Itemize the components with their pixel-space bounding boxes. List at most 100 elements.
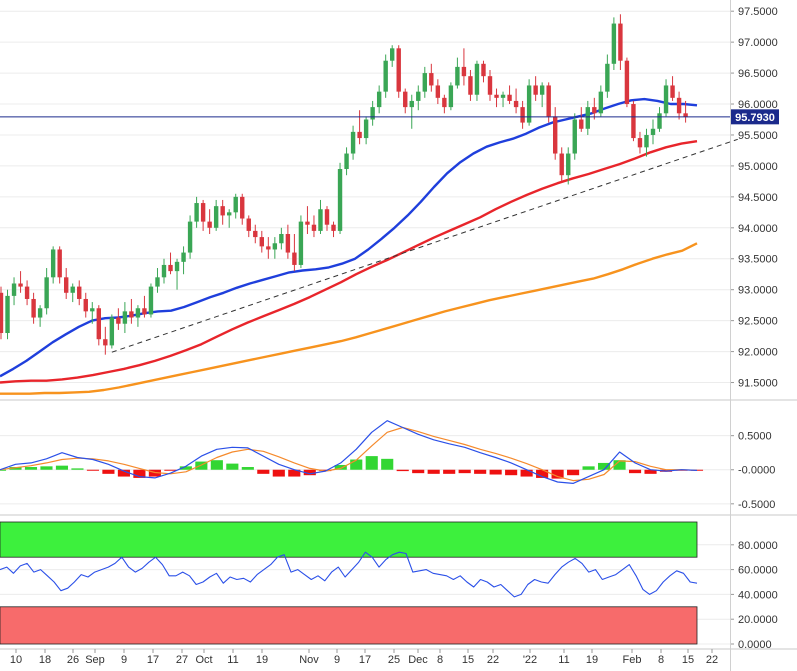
candle-body	[161, 264, 167, 278]
macd-histogram-bar	[381, 458, 394, 470]
rsi-y-axis: 80.0000 60.0000 40.0000 20.0000 0.0000	[730, 540, 778, 651]
candle	[135, 305, 141, 327]
candle	[500, 91, 506, 108]
candle	[168, 252, 173, 275]
x-tick-label: 22	[706, 654, 718, 666]
macd-histogram-bar	[102, 469, 115, 474]
macd-histogram	[0, 456, 704, 479]
macd-histogram-bar	[551, 469, 564, 479]
candle-body	[50, 249, 56, 278]
candle	[64, 268, 69, 299]
candle	[96, 305, 101, 346]
price-tick-label: 96.0000	[738, 99, 778, 111]
candle-body	[83, 298, 88, 312]
candle-body	[376, 91, 382, 108]
candle	[513, 88, 519, 114]
candle	[383, 54, 388, 98]
last-price-label: 95.7930	[735, 112, 775, 124]
candle-body	[331, 224, 336, 231]
candle	[227, 209, 232, 228]
candle-body	[585, 107, 590, 129]
candle-body	[657, 113, 662, 129]
candle	[468, 69, 473, 101]
ma-slow-path	[0, 242, 698, 395]
candle-body	[174, 261, 180, 272]
x-tick-label: Sep	[85, 654, 105, 666]
candle	[370, 100, 375, 126]
candle	[194, 196, 199, 228]
macd-histogram-bar	[133, 469, 146, 478]
candle-body	[148, 286, 154, 315]
candle	[44, 268, 49, 315]
candle-body	[227, 212, 232, 216]
candle-body	[448, 85, 454, 108]
candle-body	[305, 221, 310, 225]
candle-body	[109, 317, 115, 346]
candle	[181, 246, 186, 275]
candle	[376, 85, 382, 114]
candle-body	[337, 169, 343, 231]
candle-body	[135, 308, 141, 318]
candle-body	[57, 249, 62, 278]
candle	[553, 107, 558, 160]
macd-histogram-bar	[567, 469, 580, 476]
candle	[142, 295, 147, 318]
candle-body	[324, 209, 330, 225]
candle-body	[683, 113, 688, 118]
price-tick-label: 95.0000	[738, 161, 778, 173]
candle	[455, 57, 460, 89]
candle-body	[318, 209, 323, 231]
candle-body	[37, 308, 43, 318]
candle	[279, 227, 284, 250]
candle	[657, 107, 662, 132]
macd-histogram-bar	[427, 469, 440, 474]
rsi-oversold-zone	[0, 606, 698, 645]
candle-body	[240, 196, 245, 219]
candle-body	[383, 60, 388, 92]
price-tick-label: 97.0000	[738, 37, 778, 49]
x-tick-label: 8	[437, 654, 443, 666]
rsi-tick-label: 20.0000	[738, 614, 778, 626]
candle	[396, 45, 401, 98]
candle-body	[663, 85, 669, 114]
candle	[324, 206, 330, 231]
candle-body	[416, 91, 421, 101]
macd-histogram-bar	[396, 469, 409, 472]
candle	[103, 326, 108, 355]
candle	[676, 91, 682, 120]
candlesticks	[0, 14, 688, 355]
macd-histogram-bar	[148, 469, 161, 477]
candle-body	[396, 48, 401, 92]
candle	[481, 60, 486, 83]
macd-histogram-bar	[71, 468, 84, 470]
candle	[572, 113, 577, 160]
candle-body	[579, 119, 584, 129]
macd-histogram-bar	[117, 469, 130, 477]
candle-body	[285, 233, 291, 253]
x-tick-label: 26	[67, 654, 79, 666]
candle-body	[468, 76, 473, 95]
macd-histogram-bar	[644, 469, 657, 474]
candle-body	[311, 224, 317, 231]
candle-body	[500, 94, 506, 98]
candle-body	[142, 308, 147, 315]
candle-body	[461, 66, 467, 77]
candle	[0, 286, 4, 340]
trendline	[111, 138, 738, 353]
candle-body	[129, 311, 134, 318]
candle-body	[259, 237, 264, 247]
rsi-tick-label: 80.0000	[738, 540, 778, 552]
candle	[624, 57, 630, 108]
macd-histogram-bar	[505, 469, 518, 476]
macd-histogram-bar	[257, 469, 270, 474]
candle	[83, 292, 88, 318]
candle-body	[572, 119, 577, 154]
candle	[637, 131, 643, 154]
candle-body	[0, 292, 4, 334]
candle-body	[344, 153, 349, 170]
candle	[422, 66, 427, 98]
macd-y-axis: 0.5000 -0.0000 -0.5000	[730, 431, 775, 511]
x-tick-label: 17	[147, 654, 159, 666]
candle-body	[272, 243, 278, 250]
macd-histogram-bar	[536, 469, 549, 478]
